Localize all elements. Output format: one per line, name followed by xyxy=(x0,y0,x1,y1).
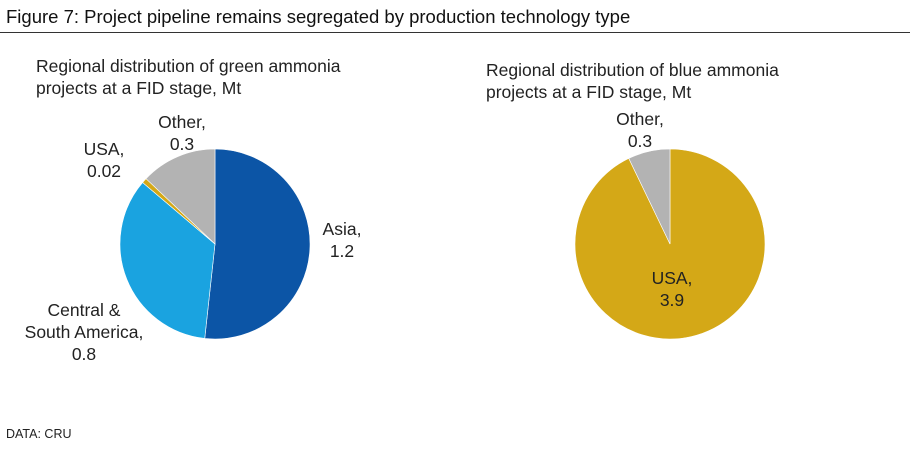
blue-ammonia-slice-label: Other, 0.3 xyxy=(616,109,664,151)
green-ammonia-slice-label: Asia, 1.2 xyxy=(323,219,362,261)
blue-ammonia-chart-title: projects at a FID stage, Mt xyxy=(486,82,691,102)
data-source: DATA: CRU xyxy=(6,427,72,441)
blue-ammonia-slice-label: USA, 3.9 xyxy=(652,268,693,310)
green-ammonia-slice-label: USA, 0.02 xyxy=(84,139,125,181)
green-ammonia-slice-0 xyxy=(204,148,311,340)
title-divider xyxy=(0,32,910,33)
blue-ammonia-chart-title: Regional distribution of blue ammonia xyxy=(486,60,779,80)
green-ammonia-slice-label: Other, 0.3 xyxy=(158,112,206,154)
figure-title: Figure 7: Project pipeline remains segre… xyxy=(6,6,631,27)
green-ammonia-chart-title: projects at a FID stage, Mt xyxy=(36,78,241,98)
green-ammonia-chart-title: Regional distribution of green ammonia xyxy=(36,56,341,76)
blue-ammonia-slice-1 xyxy=(628,148,671,245)
green-ammonia-slice-3 xyxy=(145,148,216,245)
green-ammonia-slice-1 xyxy=(119,182,216,339)
green-ammonia-slice-label: Central & South America, 0.8 xyxy=(25,300,144,364)
